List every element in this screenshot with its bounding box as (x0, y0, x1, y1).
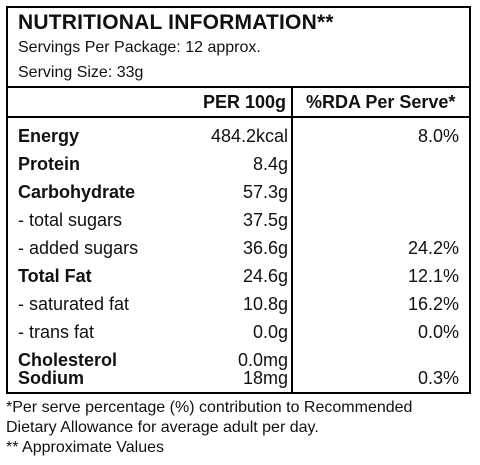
nutrient-rda: 0.0% (417, 322, 459, 342)
panel-title: NUTRITIONAL INFORMATION** (18, 11, 334, 34)
nutrient-value: 0.0mg (237, 350, 288, 370)
column-divider (291, 88, 293, 392)
footnotes: *Per serve percentage (%) contribution t… (6, 398, 412, 458)
nutrient-row-energy: Energy 484.2kcal 8.0% (8, 122, 469, 150)
footnote-rda: *Per serve percentage (%) contribution t… (6, 399, 413, 416)
nutrient-rda: 12.1% (407, 266, 459, 286)
nutrient-row-carbohydrate: Carbohydrate 57.3g (8, 178, 469, 206)
nutrient-value: 24.6g (242, 266, 288, 286)
nutrient-name: Carbohydrate (18, 182, 136, 202)
nutrient-row-protein: Protein 8.4g (8, 150, 469, 178)
nutrient-name: Cholesterol (18, 350, 118, 370)
header-bottom-rule (8, 116, 469, 118)
nutrient-rda: 24.2% (407, 238, 459, 258)
nutrient-value: 10.8g (242, 294, 288, 314)
nutrient-name: Sodium (18, 368, 84, 388)
nutrient-row-total-fat: Total Fat 24.6g 12.1% (8, 262, 469, 290)
nutrient-value: 484.2kcal (210, 126, 288, 146)
nutrient-value: 57.3g (242, 182, 288, 202)
nutrient-value: 0.0g (252, 322, 288, 342)
footnote-approx: ** Approximate Values (6, 439, 165, 456)
nutrient-value: 37.5g (242, 210, 288, 230)
column-header-per100: PER 100g (203, 92, 287, 112)
nutrient-rda: 16.2% (407, 294, 459, 314)
nutrient-rda: 8.0% (417, 126, 459, 146)
column-header-rda: %RDA Per Serve* (306, 92, 456, 112)
nutrient-name: Protein (18, 154, 81, 174)
nutrient-value: 18mg (242, 368, 288, 388)
header-top-rule (8, 86, 469, 88)
nutrition-panel: NUTRITIONAL INFORMATION** Servings Per P… (6, 6, 471, 394)
nutrient-name: - trans fat (18, 322, 95, 342)
nutrient-row-cholesterol: Cholesterol 0.0mg (8, 346, 469, 374)
serving-size: Serving Size: 33g (18, 64, 144, 81)
nutrient-row-trans-fat: - trans fat 0.0g 0.0% (8, 318, 469, 346)
nutrient-name: - total sugars (18, 210, 123, 230)
nutrient-row-total-sugars: - total sugars 37.5g (8, 206, 469, 234)
nutrient-row-added-sugars: - added sugars 36.6g 24.2% (8, 234, 469, 262)
nutrient-name: - saturated fat (18, 294, 130, 314)
footnote-rda-cont: Dietary Allowance for average adult per … (6, 419, 319, 436)
nutrient-row-saturated-fat: - saturated fat 10.8g 16.2% (8, 290, 469, 318)
nutrient-name: Total Fat (18, 266, 92, 286)
nutrient-value: 36.6g (242, 238, 288, 258)
nutrient-row-sodium: Sodium 18mg 0.3% (8, 364, 469, 392)
nutrient-name: Energy (18, 126, 80, 146)
servings-per-package: Servings Per Package: 12 approx. (18, 39, 261, 56)
nutrient-value: 8.4g (252, 154, 288, 174)
nutrient-rda: 0.3% (417, 368, 459, 388)
nutrient-name: - added sugars (18, 238, 139, 258)
